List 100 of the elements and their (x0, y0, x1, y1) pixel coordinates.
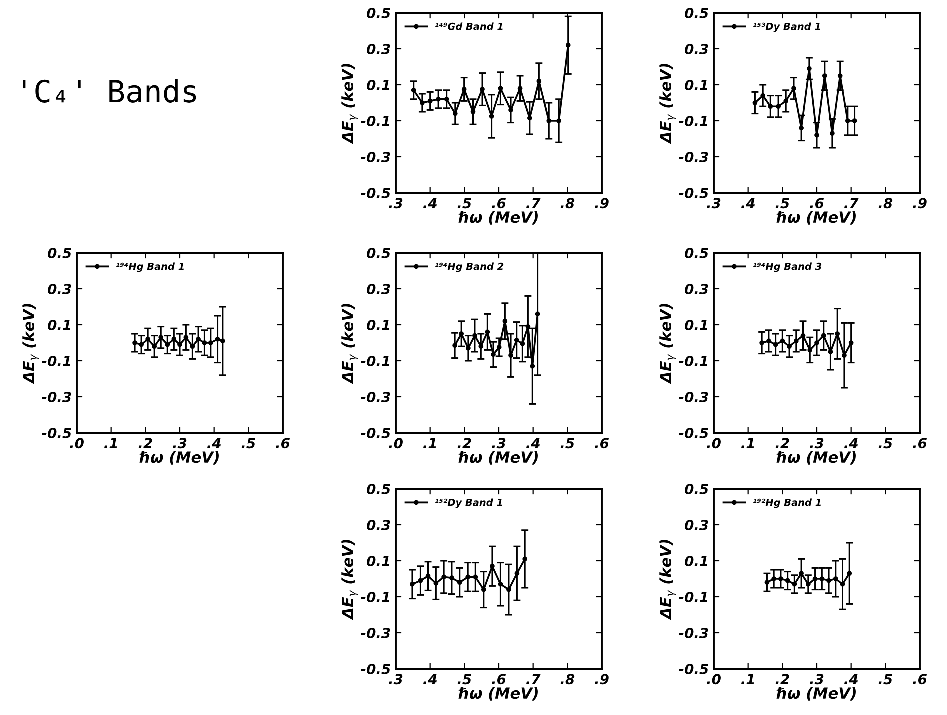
x-tick-label: .2 (138, 438, 152, 448)
x-tick-label: .1 (742, 438, 754, 448)
legend-label: ¹⁵²Dy Band 1 (436, 498, 502, 508)
x-tick-label: .6 (913, 438, 927, 449)
y-tick-label: -0.1 (361, 356, 390, 366)
x-tick-label: .2 (776, 674, 790, 684)
x-tick-label: .5 (776, 198, 790, 209)
y-tick-label: -0.5 (361, 188, 390, 198)
x-tick-label: .6 (913, 674, 927, 685)
x-tick-label: .2 (776, 438, 790, 448)
legend-label: ¹⁹⁴Hg Band 2 (436, 262, 504, 272)
x-tick-label: .4 (424, 198, 437, 208)
x-tick-label: .7 (526, 198, 541, 208)
x-axis-title: ℏω (MeV) (458, 451, 538, 465)
y-tick-label: 0.5 (367, 8, 390, 18)
y-tick-label: -0.1 (361, 592, 390, 602)
y-tick-label: 0.1 (48, 320, 71, 330)
y-tick-label: -0.3 (361, 152, 390, 162)
y-axis-title: ΔE$_{γ}$ (keV) (342, 540, 358, 620)
y-tick-label: -0.3 (361, 392, 390, 402)
x-axis-title: ℏω (MeV) (458, 211, 538, 225)
x-tick-label: .6 (492, 198, 506, 209)
y-tick-label: 0.5 (367, 248, 390, 258)
y-tick-label: -0.1 (679, 116, 708, 126)
y-tick-label: 0.1 (367, 556, 390, 566)
x-axis-title: ℏω (MeV) (776, 211, 856, 225)
x-tick-label: .3 (707, 198, 721, 209)
x-tick-label: .5 (458, 674, 472, 685)
x-tick-label: .6 (595, 438, 609, 449)
x-tick-label: .3 (492, 438, 506, 449)
x-tick-label: .7 (844, 198, 859, 208)
x-tick-label: .0 (70, 438, 84, 449)
y-tick-label: 0.3 (685, 520, 708, 530)
y-tick-label: 0.1 (685, 556, 708, 566)
y-tick-label: -0.5 (42, 428, 72, 438)
x-tick-label: .6 (810, 198, 824, 209)
y-tick-label: -0.5 (679, 188, 708, 198)
y-tick-label: -0.3 (679, 628, 708, 638)
x-tick-label: .9 (913, 198, 927, 209)
y-tick-label: 0.3 (367, 44, 390, 54)
legend-label: ¹⁵³Dy Band 1 (754, 22, 820, 32)
x-tick-label: .6 (276, 438, 290, 449)
y-tick-label: -0.1 (679, 592, 708, 602)
x-tick-label: .2 (458, 438, 472, 448)
x-tick-label: .0 (707, 438, 721, 449)
x-tick-label: .1 (742, 674, 754, 684)
x-tick-label: .0 (389, 438, 403, 449)
y-tick-label: -0.1 (361, 116, 390, 126)
x-tick-label: .8 (560, 198, 575, 209)
x-tick-label: .4 (742, 198, 755, 208)
y-axis-title: ΔE$_{γ}$ (keV) (22, 304, 39, 384)
x-tick-label: .3 (810, 674, 824, 685)
y-tick-label: 0.1 (367, 320, 390, 330)
x-axis-title: ℏω (MeV) (140, 451, 219, 465)
y-tick-label: 0.3 (685, 284, 708, 294)
x-tick-label: .8 (878, 198, 893, 209)
y-tick-label: -0.5 (361, 428, 390, 438)
y-tick-label: -0.1 (42, 356, 71, 366)
y-axis-title: ΔE$_{γ}$ (keV) (342, 304, 358, 384)
text: 'C₄' Bands (23, 79, 196, 103)
y-tick-label: 0.1 (685, 80, 708, 90)
x-tick-label: .9 (595, 198, 609, 209)
y-tick-label: -0.5 (361, 664, 390, 674)
x-tick-label: .5 (242, 438, 256, 449)
x-tick-label: .8 (560, 674, 575, 685)
y-tick-label: -0.3 (361, 628, 390, 638)
x-tick-label: .5 (560, 438, 574, 449)
x-tick-label: .1 (104, 438, 118, 448)
x-tick-label: .3 (173, 438, 187, 449)
y-tick-label: 0.5 (367, 484, 390, 494)
y-tick-label: -0.5 (679, 428, 708, 438)
y-tick-label: -0.3 (42, 392, 72, 402)
x-tick-label: .9 (595, 674, 609, 685)
x-tick-label: .0 (707, 674, 721, 685)
x-tick-label: .1 (424, 438, 436, 448)
x-axis-title: ℏω (MeV) (458, 687, 538, 701)
x-tick-label: .3 (810, 438, 824, 449)
y-tick-label: 0.5 (685, 248, 708, 258)
y-tick-label: 0.5 (685, 484, 708, 494)
x-tick-label: .3 (389, 674, 403, 685)
y-axis-title: ΔE$_{γ}$ (keV) (660, 540, 676, 620)
legend-label: ¹⁹⁴Hg Band 1 (116, 262, 184, 272)
x-axis-title: ℏω (MeV) (776, 687, 856, 701)
y-tick-label: -0.3 (679, 152, 708, 162)
y-tick-label: 0.3 (367, 284, 390, 294)
x-tick-label: .7 (526, 674, 541, 684)
y-tick-label: 0.5 (685, 8, 708, 18)
x-axis-title: ℏω (MeV) (776, 451, 856, 465)
legend-label: ¹⁹²Hg Band 1 (754, 498, 821, 508)
x-tick-label: .5 (878, 438, 892, 449)
y-tick-label: 0.1 (685, 320, 708, 330)
x-tick-label: .4 (844, 674, 858, 684)
y-axis-title: ΔE$_{γ}$ (keV) (660, 64, 676, 144)
y-tick-label: 0.5 (48, 248, 72, 258)
y-tick-label: 0.1 (367, 80, 390, 90)
legend-label: ¹⁴⁹Gd Band 1 (436, 22, 503, 30)
y-tick-label: 0.3 (367, 520, 390, 530)
x-tick-label: .4 (526, 438, 540, 448)
x-tick-label: .4 (844, 438, 858, 448)
x-tick-label: .5 (878, 674, 892, 685)
